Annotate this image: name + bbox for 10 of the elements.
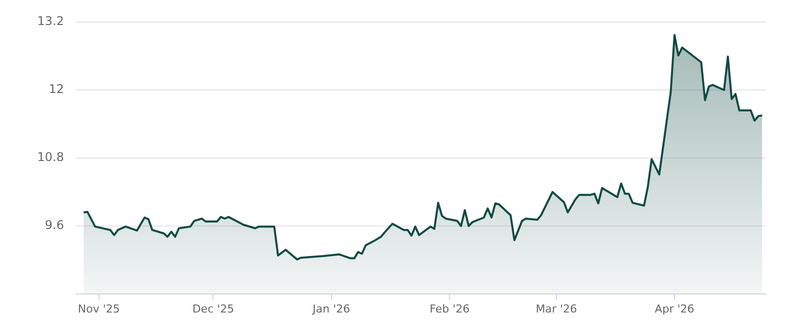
x-tick-label: Mar '26 xyxy=(536,302,577,316)
x-tick-label: Nov '25 xyxy=(78,302,120,316)
y-tick-label: 9.6 xyxy=(44,218,64,232)
y-tick-label: 13.2 xyxy=(37,14,64,28)
x-tick-label: Jan '26 xyxy=(312,302,350,316)
y-tick-label: 12 xyxy=(48,82,64,96)
x-tick-label: Apr '26 xyxy=(654,302,694,316)
x-tick-label: Feb '26 xyxy=(430,302,470,316)
x-tick-label: Dec '25 xyxy=(192,302,234,316)
y-tick-label: 10.8 xyxy=(37,150,64,164)
